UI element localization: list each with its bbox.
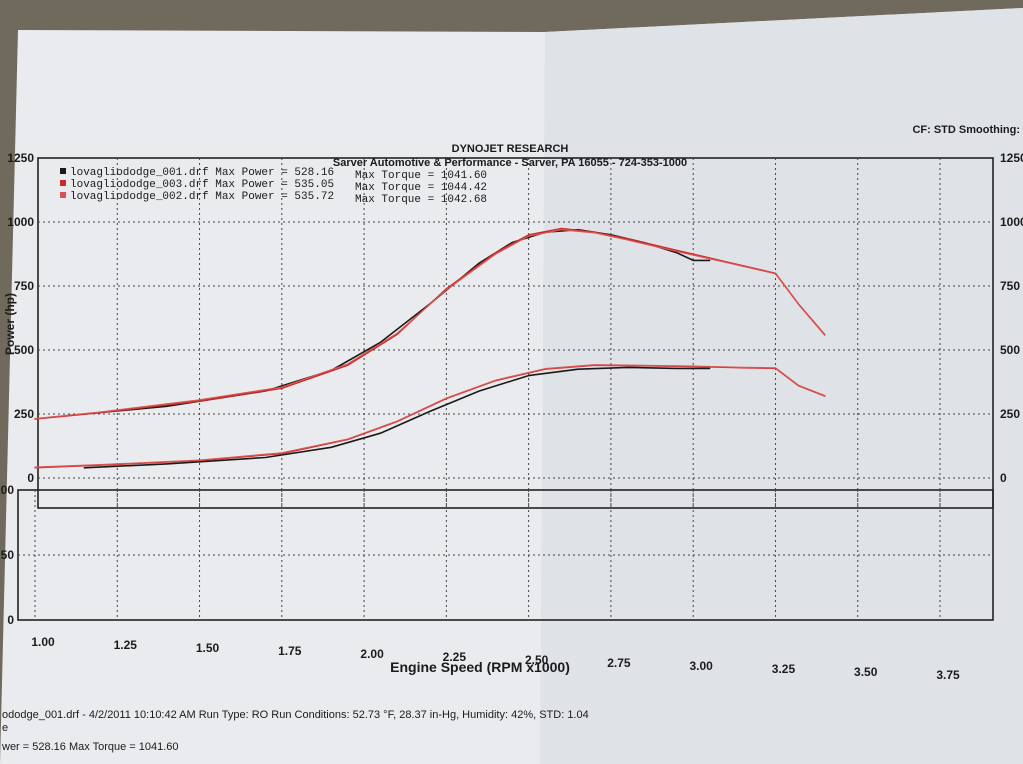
y-tick-label-right: 0	[1000, 471, 1007, 485]
legend-swatch-2	[60, 180, 66, 186]
x-tick-label: 1.75	[278, 644, 302, 658]
header-shop: Sarver Automotive & Performance - Sarver…	[333, 157, 687, 169]
x-tick-label: 2.00	[360, 647, 384, 661]
y-tick-label-right: 1250	[1000, 151, 1023, 165]
legend-torque-2: Max Torque = 1044.42	[355, 182, 487, 194]
bottom-y-tick-label: 50	[1, 548, 15, 562]
y-tick-label-left: 250	[14, 407, 34, 421]
footer-line-1: ododge_001.drf - 4/2/2011 10:10:42 AM Ru…	[2, 709, 589, 721]
y-tick-label-left: 0	[27, 471, 34, 485]
legend-swatch-1	[60, 168, 66, 174]
bottom-y-tick-label: 0	[7, 613, 14, 627]
y-tick-label-left: 1000	[7, 215, 34, 229]
series-line-power-6	[34, 364, 826, 468]
legend-torque-1: Max Torque = 1041.60	[355, 170, 487, 182]
top-grid	[38, 158, 993, 508]
y-tick-label-right: 500	[1000, 343, 1020, 357]
x-tick-label: 3.25	[772, 662, 796, 676]
paper-fold-shade	[540, 8, 1023, 764]
legend-entry-1: lovagliododge_001.drf Max Power = 528.16	[70, 167, 334, 179]
bottom-y-tick-label: 100	[0, 483, 14, 497]
x-tick-label: 3.00	[690, 659, 714, 673]
x-tick-label: 1.50	[196, 641, 220, 655]
y-tick-label-left: 500	[14, 343, 34, 357]
series-line-torque-3	[34, 229, 826, 420]
footer-line-2: e	[2, 722, 8, 734]
header-title: DYNOJET RESEARCH	[452, 143, 569, 155]
y-tick-label-left: 1250	[7, 151, 34, 165]
y-tick-label-left: 750	[14, 279, 34, 293]
x-tick-label: 2.25	[443, 650, 467, 664]
y-tick-label-right: 250	[1000, 407, 1020, 421]
legend-entry-3: lovagliododge_002.drf Max Power = 535.72	[70, 191, 334, 203]
x-tick-label: 2.75	[607, 656, 631, 670]
x-tick-label: 2.50	[525, 653, 549, 667]
legend-torque-3: Max Torque = 1042.68	[355, 194, 487, 206]
top-chart-frame	[37, 157, 994, 509]
x-tick-label: 3.50	[854, 665, 878, 679]
curves	[34, 227, 826, 469]
bottom-grid	[18, 490, 993, 620]
y-tick-label-right: 1000	[1000, 215, 1023, 229]
y-tick-label-right: 750	[1000, 279, 1020, 293]
x-tick-label: 1.00	[31, 635, 55, 649]
x-tick-label: 3.75	[936, 668, 960, 682]
legend: lovagliododge_001.drf Max Power = 528.16…	[60, 167, 487, 206]
y-axis-label: Power (hp)	[3, 293, 17, 355]
header-cf: CF: STD Smoothing:	[912, 124, 1020, 136]
x-tick-label: 1.25	[114, 638, 138, 652]
series-line-power-4	[83, 366, 711, 469]
footer-line-3: wer = 528.16 Max Torque = 1041.60	[1, 741, 179, 753]
legend-entry-2: lovagliododge_003.drf Max Power = 535.05	[70, 179, 334, 191]
tick-labels: 1.00 1.25 1.50 1.75 2.00 2.25 2.50 2.75 3.00 3.25…	[0, 151, 1023, 682]
legend-swatch-3	[60, 192, 66, 198]
x-axis-label: Engine Speed (RPM x1000)	[390, 659, 570, 675]
